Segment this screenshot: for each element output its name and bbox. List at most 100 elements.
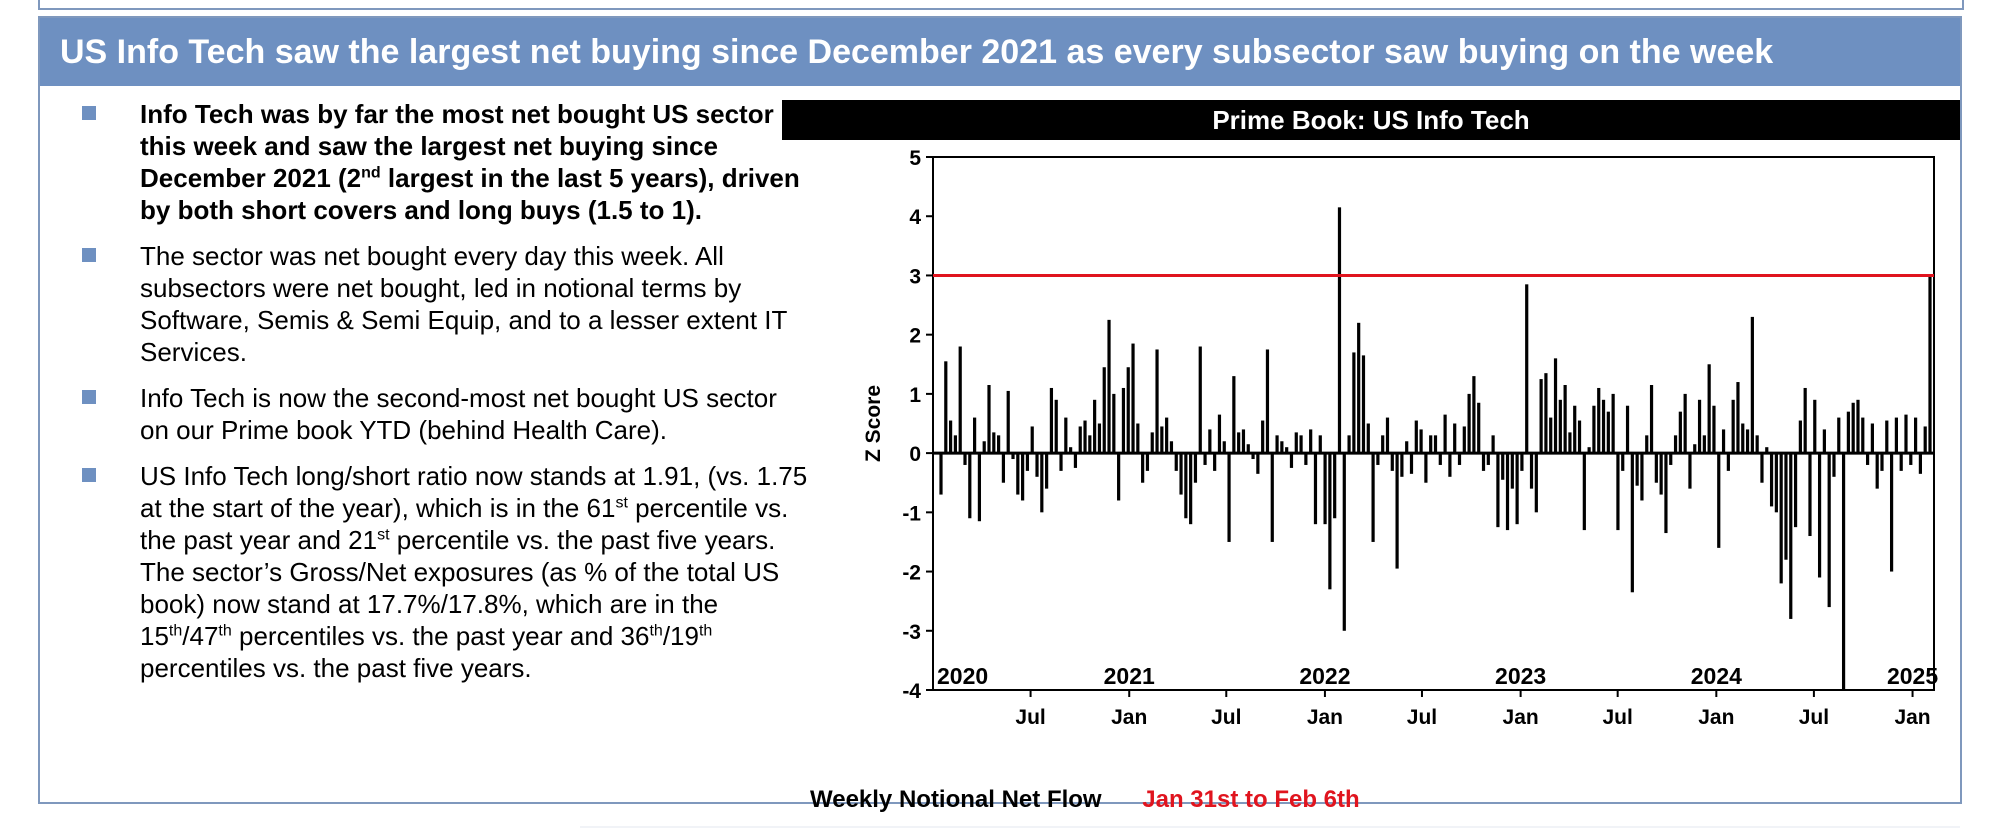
data-bar	[1035, 453, 1039, 477]
data-bar	[1150, 432, 1154, 454]
bullet-2-text: The sector was net bought every day this…	[140, 241, 787, 367]
data-bar	[1616, 453, 1620, 531]
data-bar	[1045, 453, 1049, 489]
month-label: Jul	[1211, 706, 1241, 729]
plot-frame	[932, 156, 1935, 691]
y-tick-label: 0	[909, 443, 921, 466]
data-bar	[1054, 399, 1058, 454]
data-bar	[1813, 399, 1817, 454]
data-bar	[1381, 435, 1385, 454]
data-bar	[1880, 453, 1884, 471]
bullet-item-3: Info Tech is now the second-most net bou…	[80, 382, 810, 446]
data-bar	[1011, 453, 1015, 460]
data-bar	[1904, 414, 1908, 454]
bullet-item-4: US Info Tech long/short ratio now stands…	[80, 460, 810, 684]
y-axis-title: Z Score	[862, 385, 885, 462]
y-tick-label: 1	[909, 384, 921, 407]
data-bar	[1712, 405, 1716, 454]
data-bar	[1294, 432, 1298, 454]
data-bar	[1352, 352, 1356, 454]
data-bar	[1299, 435, 1303, 454]
data-bar	[1899, 453, 1903, 471]
data-bar	[1597, 387, 1601, 454]
data-bar	[1539, 379, 1543, 454]
data-bar	[1505, 453, 1510, 531]
data-bar	[1237, 432, 1241, 454]
data-bar	[1553, 358, 1558, 454]
data-bar	[1342, 453, 1346, 631]
data-bar	[1861, 417, 1865, 454]
data-bar	[1429, 435, 1433, 454]
data-bar	[1371, 453, 1375, 542]
data-bar	[1568, 432, 1572, 454]
bottom-rule	[580, 826, 1960, 828]
data-bar	[1102, 367, 1106, 454]
data-bar	[1587, 447, 1591, 454]
data-bar	[1064, 417, 1068, 454]
bullet-item-2: The sector was net bought every day this…	[80, 240, 810, 368]
bullet-item-1: Info Tech was by far the most net bought…	[80, 98, 810, 226]
square-bullet-icon	[82, 248, 96, 262]
data-bar	[1117, 453, 1121, 501]
data-bar	[1923, 426, 1927, 454]
data-bar	[1697, 399, 1702, 454]
data-bar	[1193, 453, 1198, 483]
data-bar	[1606, 411, 1610, 454]
square-bullet-icon	[82, 106, 96, 120]
data-bar	[1913, 417, 1918, 454]
data-bar	[1357, 322, 1361, 454]
data-bar	[1822, 429, 1826, 454]
data-bar	[1558, 399, 1562, 454]
data-bar	[1462, 426, 1466, 454]
data-bar	[1438, 453, 1442, 465]
data-bar	[1525, 284, 1529, 454]
square-bullet-icon	[82, 468, 96, 482]
chart-footer: Weekly Notional Net Flow Jan 31st to Feb…	[810, 786, 1360, 814]
data-bar	[1673, 435, 1678, 454]
data-bar	[1472, 376, 1476, 454]
data-bar	[1400, 453, 1404, 477]
data-bar	[958, 346, 962, 454]
data-bar	[1635, 453, 1639, 486]
data-bar	[1529, 453, 1534, 489]
data-bar	[1467, 393, 1471, 454]
data-bar	[1318, 435, 1322, 454]
data-bar	[1885, 420, 1889, 454]
data-bar	[1827, 453, 1831, 608]
data-bar	[1544, 373, 1548, 454]
data-bar	[1621, 453, 1625, 471]
data-bar	[1793, 453, 1798, 528]
data-bar	[1083, 420, 1087, 454]
year-label: 2021	[1104, 663, 1155, 689]
data-bar	[1702, 435, 1706, 454]
y-tick-label: 4	[909, 206, 921, 229]
y-tick-label: -4	[902, 680, 921, 703]
data-bar	[1721, 429, 1726, 454]
data-bar	[1856, 399, 1860, 454]
data-bar	[1726, 453, 1730, 471]
data-bar	[1289, 453, 1294, 468]
data-bar	[1251, 453, 1255, 460]
data-bar	[1750, 316, 1754, 454]
data-bar	[1611, 393, 1615, 454]
data-bar	[1126, 367, 1130, 454]
data-bar	[1731, 399, 1735, 454]
data-bar	[1414, 420, 1418, 454]
data-bar	[1841, 453, 1846, 690]
data-bar	[1501, 453, 1505, 480]
data-bar	[939, 453, 943, 495]
data-bar	[1769, 453, 1774, 507]
y-tick-label: 3	[909, 265, 921, 288]
data-bar	[997, 435, 1001, 454]
data-bar	[963, 453, 967, 465]
data-bar	[1808, 453, 1812, 537]
month-label: Jul	[1799, 706, 1829, 729]
bullet-3-text: Info Tech is now the second-most net bou…	[140, 383, 777, 445]
data-bar	[1707, 364, 1711, 454]
year-label: 2024	[1691, 663, 1742, 689]
data-bar	[1174, 453, 1178, 471]
data-bar	[1347, 435, 1351, 454]
data-bar	[1433, 435, 1438, 454]
data-bar	[1582, 453, 1586, 531]
data-bar	[1337, 207, 1342, 454]
